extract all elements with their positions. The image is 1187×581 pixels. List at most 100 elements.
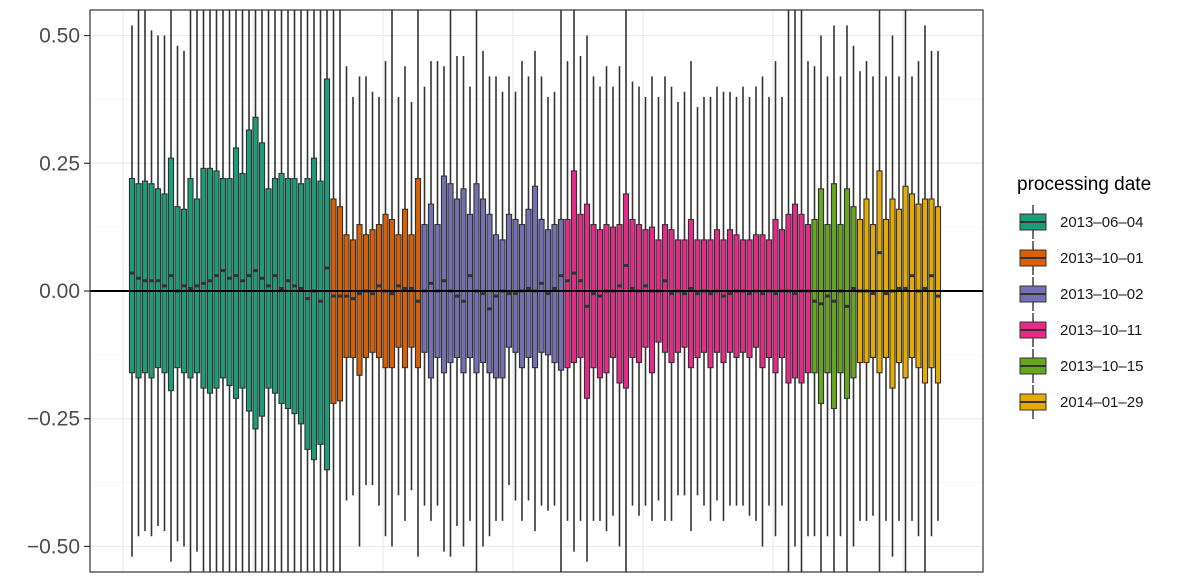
- box: [486, 76, 493, 537]
- box-body: [297, 183, 305, 425]
- box-body: [505, 213, 513, 348]
- box-body: [837, 224, 844, 374]
- box-body: [882, 218, 890, 358]
- box-body: [362, 234, 370, 358]
- box-body: [889, 198, 896, 389]
- legend: processing date 2013–06–04 2013–10–01 2013…: [1017, 174, 1151, 419]
- box-body: [596, 229, 604, 379]
- box: [440, 66, 448, 552]
- box-body: [746, 239, 753, 358]
- box: [583, 35, 591, 562]
- box: [694, 107, 701, 496]
- box-body: [453, 198, 461, 358]
- legend-item-label: 2013–10–11: [1060, 322, 1142, 339]
- box-body: [213, 170, 220, 389]
- box: [661, 76, 669, 521]
- box-body: [271, 178, 279, 394]
- box-body: [141, 180, 149, 374]
- box-body: [895, 208, 903, 364]
- box: [466, 86, 474, 521]
- box-body: [577, 213, 584, 358]
- box: [772, 61, 779, 537]
- box: [616, 66, 623, 547]
- box: [596, 86, 604, 521]
- box: [759, 76, 766, 547]
- y-tick-label: −0.50: [27, 535, 80, 558]
- box: [135, 10, 142, 537]
- box-body: [336, 206, 344, 402]
- box: [492, 76, 500, 521]
- box-body: [135, 183, 142, 379]
- box: [148, 30, 155, 537]
- box: [882, 76, 890, 521]
- box-body: [421, 224, 428, 353]
- legend-item: 2013–10–15: [1019, 349, 1143, 383]
- y-axis: −0.50 −0.25 0.00 0.25 0.50: [27, 25, 90, 558]
- box: [388, 10, 396, 547]
- box: [830, 25, 838, 572]
- box-body: [226, 178, 233, 387]
- box: [895, 76, 903, 521]
- box-body: [356, 224, 363, 376]
- box: [505, 76, 513, 486]
- box: [544, 96, 552, 511]
- box-body: [759, 234, 766, 369]
- box: [154, 35, 162, 527]
- box-body: [466, 213, 474, 358]
- legend-item: 2013–10–11: [1019, 313, 1142, 347]
- box: [850, 45, 857, 547]
- box-body: [642, 229, 649, 348]
- box-body: [551, 224, 558, 364]
- box: [668, 86, 675, 521]
- box-body: [811, 218, 818, 374]
- box-body: [447, 183, 454, 364]
- box-body: [317, 180, 324, 445]
- box-body: [733, 234, 740, 358]
- box-body: [765, 239, 773, 358]
- box-body: [635, 224, 643, 364]
- box-body: [739, 239, 747, 353]
- y-tick-label: −0.25: [27, 408, 80, 431]
- box: [161, 35, 168, 532]
- box: [570, 10, 578, 552]
- box-body: [674, 239, 682, 353]
- box-body: [492, 234, 500, 379]
- box-body: [817, 188, 825, 404]
- box-body: [499, 239, 506, 379]
- box-body: [603, 224, 610, 374]
- box-body: [824, 224, 831, 374]
- box-body: [850, 206, 857, 379]
- box-body: [323, 78, 331, 471]
- box-body: [265, 188, 272, 389]
- box-body: [616, 224, 623, 384]
- legend-item-label: 2013–10–01: [1060, 250, 1143, 267]
- box-body: [518, 224, 526, 369]
- box-body: [161, 193, 168, 374]
- box: [551, 91, 558, 506]
- box-body: [440, 175, 448, 374]
- box: [928, 50, 935, 537]
- box-body: [928, 198, 935, 369]
- box: [356, 76, 363, 547]
- box-body: [570, 170, 578, 364]
- box-body: [245, 129, 253, 412]
- box: [479, 50, 487, 547]
- box-body: [538, 218, 545, 353]
- box-body: [590, 224, 597, 369]
- box-body: [284, 178, 292, 410]
- box-body: [902, 185, 909, 379]
- box-body: [804, 224, 812, 374]
- legend-item-label: 2014–01–29: [1060, 394, 1143, 411]
- box-body: [187, 178, 194, 379]
- box-body: [512, 218, 519, 353]
- box: [167, 10, 175, 562]
- y-tick-label: 0.00: [39, 280, 80, 303]
- box-body: [583, 203, 591, 399]
- box-body: [128, 178, 136, 374]
- box: [746, 96, 753, 516]
- box: [512, 91, 519, 501]
- box: [414, 10, 422, 557]
- box-body: [479, 198, 487, 364]
- legend-item-label: 2013–06–04: [1060, 214, 1143, 231]
